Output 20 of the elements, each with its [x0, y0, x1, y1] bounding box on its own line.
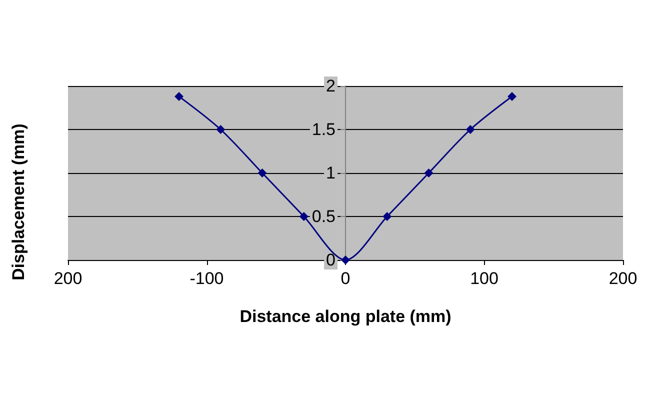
point	[424, 168, 434, 178]
x-tick-label: 0	[340, 269, 350, 288]
point	[508, 92, 516, 101]
point	[466, 125, 475, 134]
y-tick-label: 1	[326, 164, 336, 182]
y-tick-label: 0.5	[312, 207, 336, 226]
x-axis-title: Distance along plate (mm)	[240, 307, 452, 326]
point	[382, 212, 392, 221]
point	[174, 92, 184, 101]
x-tick-label: 200	[54, 269, 82, 288]
x-tick-label: -100	[190, 269, 224, 288]
x-tick-label: 200	[608, 269, 638, 288]
x-tick-label: 100	[470, 269, 498, 288]
point	[258, 168, 267, 178]
point	[299, 212, 308, 221]
y-axis-title: Displacement (mm)	[9, 124, 28, 280]
point	[216, 125, 226, 134]
y-tick-label: 2	[326, 76, 336, 96]
y-tick-label: 1.5	[312, 120, 336, 139]
y-tick-label: 0	[326, 250, 336, 270]
